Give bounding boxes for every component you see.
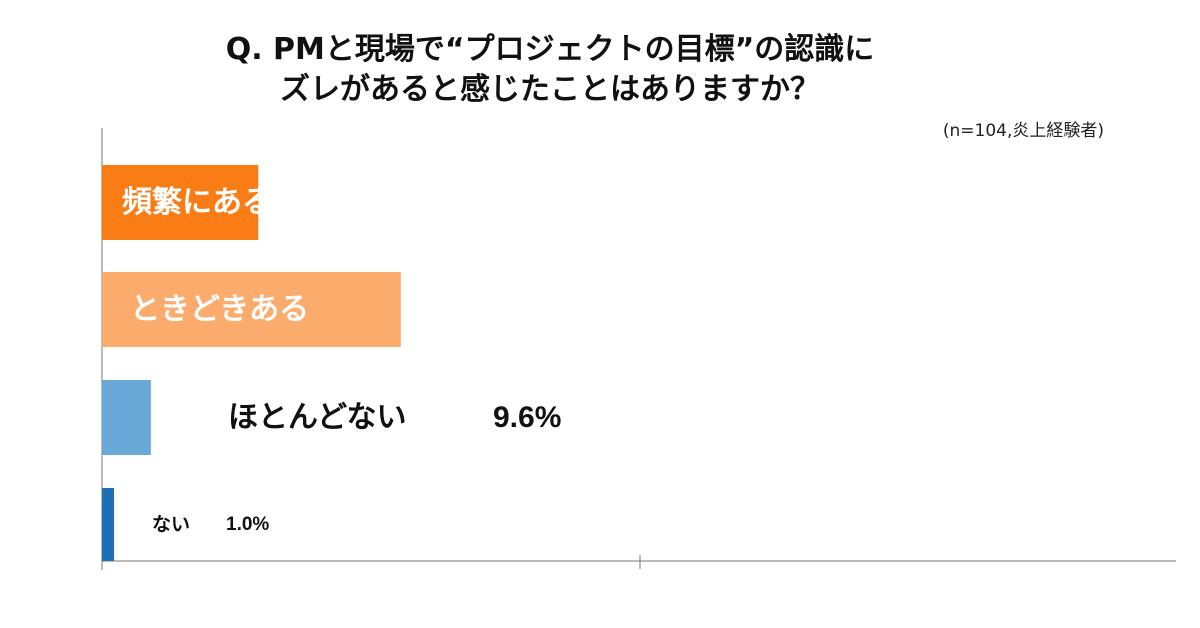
sample-note: (n=104,炎上経験者): [942, 121, 1104, 141]
value-label-3: 9.6%: [493, 401, 561, 434]
bar-1: [102, 165, 259, 240]
bar-2: [102, 272, 401, 347]
category-label-3: ほとんどない: [228, 400, 407, 435]
bar-4: [102, 488, 114, 561]
chart-title-line-2: ズレがあると感じたことはありますか？: [280, 72, 820, 107]
chart-title: Q. PMと現場で“プロジェクトの目標”の認識に ズレがあると感じたことはありま…: [150, 30, 950, 110]
bar-3: [102, 380, 151, 455]
value-label-4: 1.0%: [226, 514, 269, 535]
value-label-2: 58.7%: [488, 293, 573, 326]
value-label-1: 30.7%: [325, 186, 410, 219]
chart-title-line-1: Q. PMと現場で“プロジェクトの目標”の認識に: [225, 32, 875, 67]
category-label-2: ときどきある: [130, 292, 309, 327]
category-label-4: ない: [152, 514, 190, 536]
category-label-1: 頻繁にある: [122, 185, 272, 220]
